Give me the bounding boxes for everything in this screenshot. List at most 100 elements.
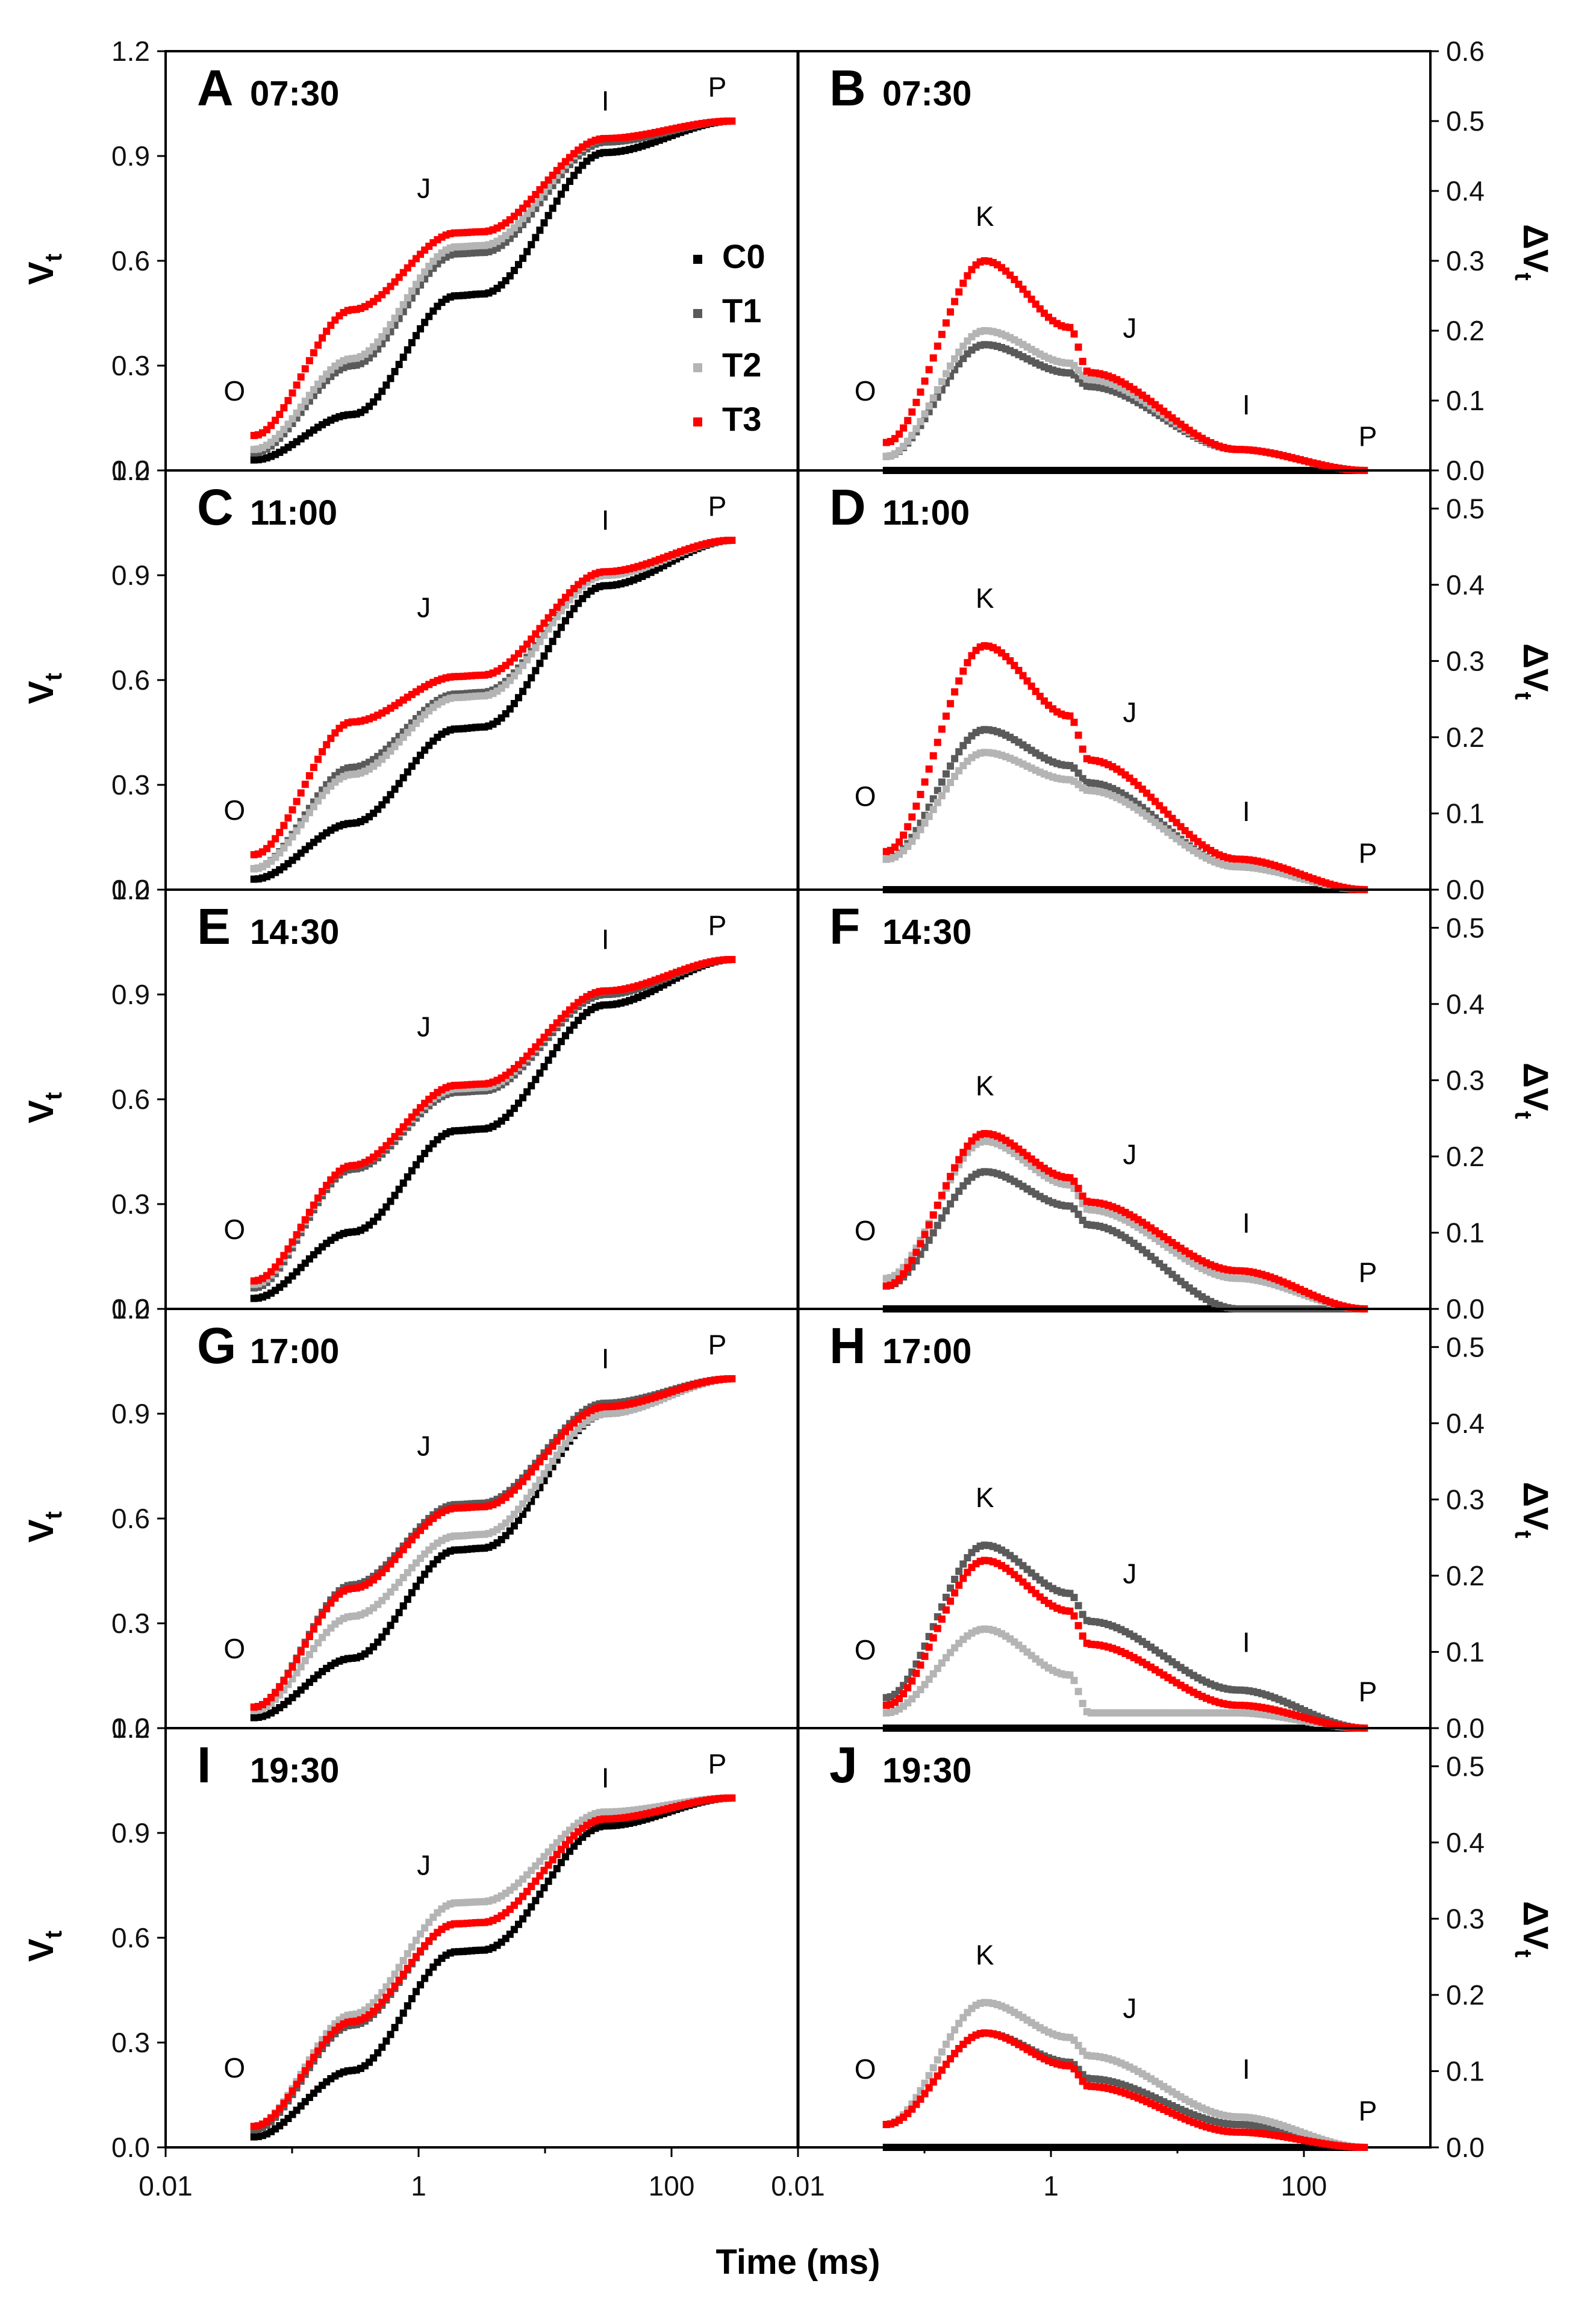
point-c0 (566, 611, 574, 619)
panel-frame-i (164, 1727, 799, 2149)
point-t3 (323, 741, 331, 749)
point-t3 (305, 357, 313, 364)
point-c0 (1232, 2144, 1240, 2151)
point-t3 (1228, 1267, 1236, 1275)
y-tick-label: 0.3 (111, 350, 150, 381)
y-tick-label: 0.6 (111, 1084, 150, 1115)
point-t3 (272, 1263, 279, 1271)
point-t1 (938, 1214, 946, 1222)
point-t2 (1070, 1676, 1078, 1684)
annotation-p: P (1359, 838, 1377, 869)
point-c0 (523, 1909, 531, 1917)
annotation-k: K (976, 201, 994, 232)
point-c0 (514, 694, 522, 702)
point-t2 (301, 1656, 309, 1664)
point-t3 (305, 2060, 313, 2068)
point-c0 (549, 1050, 556, 1058)
y-tick-label: 0.9 (111, 1398, 150, 1429)
point-t2 (288, 833, 296, 841)
panel-title-j: 19:30 (882, 1751, 971, 1790)
y-tick-label: 0.3 (1446, 1903, 1485, 1934)
y-tick-label: 0.2 (1446, 1979, 1485, 2011)
point-c0 (378, 2043, 386, 2051)
annotation-i: I (602, 505, 609, 536)
point-c0 (382, 1628, 390, 1635)
point-c0 (544, 645, 552, 652)
point-t2 (305, 2056, 313, 2064)
point-t3 (319, 748, 326, 755)
point-t2 (929, 394, 937, 402)
point-t2 (544, 625, 552, 633)
point-t3 (284, 1245, 292, 1253)
point-t3 (929, 2078, 937, 2086)
point-t1 (1079, 1611, 1086, 1619)
annotation-i: I (602, 1762, 609, 1794)
point-c0 (421, 319, 429, 326)
y-tick-label: 0.2 (1446, 1560, 1485, 1591)
point-t3 (925, 1643, 933, 1651)
point-c0 (395, 779, 403, 787)
point-c0 (532, 1897, 540, 1905)
point-t3 (613, 1402, 620, 1410)
point-t3 (908, 408, 916, 416)
point-t2 (395, 308, 403, 316)
point-t3 (947, 1173, 955, 1181)
point-c0 (591, 151, 599, 159)
point-t3 (942, 319, 950, 327)
y-axis-label-subscript: t (40, 1511, 67, 1519)
point-t3 (288, 2087, 296, 2095)
point-t3 (1160, 1233, 1168, 1241)
point-t3 (314, 1194, 322, 1202)
y-axis-label-d: ΔVt (1510, 643, 1555, 700)
point-t2 (1066, 1671, 1074, 1679)
point-c0 (528, 674, 535, 682)
point-t3 (284, 1670, 292, 1678)
point-t3 (1074, 1184, 1082, 1192)
point-c0 (399, 2009, 407, 2017)
point-t3 (395, 1976, 403, 1984)
y-tick-label: 0.9 (111, 1817, 150, 1849)
y-tick-label: 0.1 (1446, 385, 1485, 416)
point-c0 (540, 652, 548, 660)
y-tick-label: 0.9 (111, 979, 150, 1010)
point-t3 (904, 417, 912, 425)
point-t3 (280, 404, 288, 411)
point-t2 (1228, 863, 1236, 870)
point-t2 (528, 650, 535, 658)
y-tick-label: 0.1 (1446, 798, 1485, 829)
point-c0 (378, 387, 386, 395)
point-c0 (510, 700, 518, 708)
point-t2 (917, 417, 924, 425)
point-t3 (293, 1656, 301, 1664)
point-t3 (1070, 2065, 1078, 2073)
point-t1 (1070, 1205, 1078, 1213)
point-t1 (1232, 1686, 1240, 1694)
y-tick-label: 0.2 (1446, 1141, 1485, 1172)
point-t3 (896, 430, 903, 438)
annotation-j: J (1123, 697, 1136, 728)
point-c0 (528, 1903, 535, 1911)
point-t3 (319, 334, 326, 342)
panel-title-e: 14:30 (250, 913, 339, 952)
y-axis-label-subscript: t (40, 673, 67, 681)
point-t3 (925, 1221, 933, 1229)
point-t3 (1079, 745, 1086, 753)
point-t3 (613, 567, 620, 575)
point-t3 (929, 752, 937, 760)
point-t2 (404, 294, 411, 302)
annotation-o: O (223, 1214, 245, 1245)
y-tick-label: 0.5 (1446, 493, 1485, 524)
point-t2 (613, 1808, 620, 1815)
point-t2 (904, 437, 912, 445)
panel-title-g: 17:00 (250, 1332, 339, 1371)
annotation-j: J (417, 592, 431, 623)
point-t3 (1079, 357, 1086, 365)
point-t3 (276, 1258, 284, 1266)
y-axis-label-a: Vt (22, 254, 67, 285)
panel-title-b: 07:30 (882, 74, 971, 113)
point-t3 (942, 1606, 950, 1614)
point-t3 (284, 2093, 292, 2101)
point-t2 (934, 799, 941, 807)
point-c0 (374, 393, 382, 401)
point-c0 (408, 1589, 416, 1597)
